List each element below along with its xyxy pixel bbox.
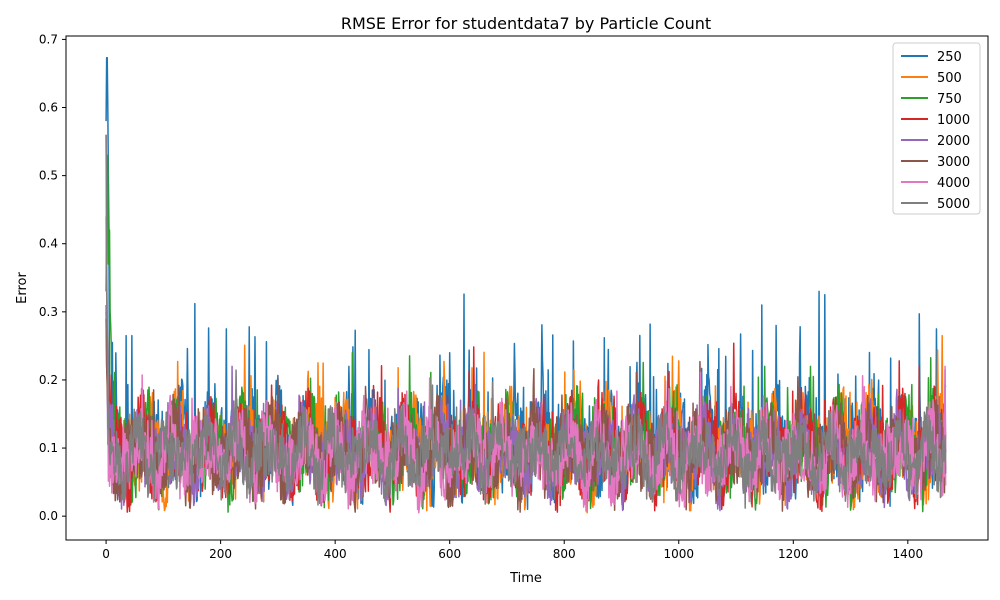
x-tick-label: 0: [102, 547, 110, 561]
y-tick-label: 0.1: [39, 441, 58, 455]
legend-label-3000: 3000: [937, 155, 970, 170]
chart-title: RMSE Error for studentdata7 by Particle …: [341, 14, 711, 33]
legend: 250 500 750 1000 2000 3000 4000 5000: [892, 42, 981, 215]
y-tick-label: 0.5: [39, 169, 58, 183]
x-axis-label: Time: [509, 571, 542, 586]
x-tick-label: 400: [324, 547, 347, 561]
series-layer: [105, 57, 947, 514]
legend-label-750: 750: [937, 92, 962, 107]
x-tick-label: 800: [553, 547, 576, 561]
y-tick-label: 0.6: [39, 101, 58, 115]
x-tick-label: 200: [209, 547, 232, 561]
series-line-5000: [105, 134, 947, 509]
legend-label-5000: 5000: [937, 197, 970, 212]
y-axis-label: Error: [15, 272, 30, 304]
x-tick-label: 1200: [778, 547, 809, 561]
y-axis: 0.0 0.1 0.2 0.3 0.4 0.5 0.6 0.7: [39, 32, 66, 523]
plot-frame: [65, 35, 989, 541]
legend-label-250: 250: [937, 50, 962, 65]
legend-label-500: 500: [937, 71, 962, 86]
x-tick-label: 600: [438, 547, 461, 561]
y-tick-label: 0.0: [39, 509, 58, 523]
legend-label-2000: 2000: [937, 134, 970, 149]
x-axis: 0 200 400 600 800 1000 1200 1400: [102, 540, 923, 561]
legend-label-4000: 4000: [937, 176, 970, 191]
legend-label-1000: 1000: [937, 113, 970, 128]
y-tick-label: 0.3: [39, 305, 58, 319]
y-tick-label: 0.4: [39, 237, 58, 251]
y-tick-label: 0.7: [39, 32, 58, 46]
y-tick-label: 0.2: [39, 373, 58, 387]
x-tick-label: 1400: [893, 547, 924, 561]
legend-box: [892, 42, 981, 215]
x-tick-label: 1000: [663, 547, 694, 561]
